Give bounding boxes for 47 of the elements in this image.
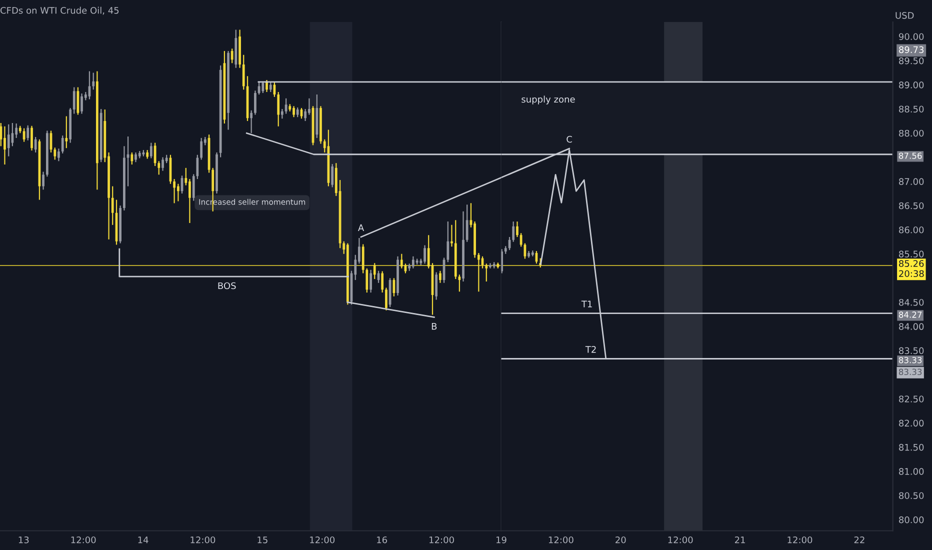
annotation: A xyxy=(358,224,364,231)
y-tick-label: 88.00 xyxy=(899,130,924,137)
y-tick-label: 85.50 xyxy=(899,250,924,258)
y-axis-title: USD xyxy=(896,12,914,19)
ref-line-label: 84.27 xyxy=(898,312,922,318)
x-tick-label: 22 xyxy=(854,536,864,544)
x-tick-label: 13 xyxy=(18,536,29,544)
y-tick-label: 83.50 xyxy=(899,347,924,354)
y-tick-label: 83.33 xyxy=(898,356,922,364)
x-tick-label: 12:00 xyxy=(788,536,812,544)
chart-title: CFDs on WTI Crude Oil, 45 xyxy=(0,6,119,15)
y-tick-label: 82.00 xyxy=(899,420,924,427)
x-tick-label: 12:00 xyxy=(430,536,454,544)
y-tick-label: 89.73 xyxy=(899,46,924,54)
y-tick-label: 82.50 xyxy=(899,396,924,402)
y-tick-label: 80.00 xyxy=(899,516,924,524)
x-tick-label: 12:00 xyxy=(668,536,693,544)
x-tick-label: 12:00 xyxy=(310,536,335,544)
x-tick-label: 21 xyxy=(734,536,745,544)
y-tick-label: 89.00 xyxy=(899,82,924,88)
annotation: T2 xyxy=(585,346,596,353)
annotation: C xyxy=(566,136,572,143)
y-tick-label: 88.50 xyxy=(899,106,924,113)
x-tick-label: 19 xyxy=(496,536,506,544)
band-label: supply zone xyxy=(522,96,575,104)
y-tick-label: 89.50 xyxy=(899,57,924,64)
y-tick-label: 86.50 xyxy=(899,202,924,210)
y-tick-label: 90.00 xyxy=(898,33,924,40)
x-tick-label: 15 xyxy=(258,536,268,544)
x-tick-label: 14 xyxy=(138,536,148,544)
y-tick-label: 84.50 xyxy=(899,298,924,306)
x-tick-label: 20 xyxy=(616,536,626,544)
annotation: B xyxy=(432,323,437,330)
x-tick-label: 12:00 xyxy=(190,536,216,544)
y-tick-label: 81.50 xyxy=(899,444,924,451)
y-tick-label: 87.00 xyxy=(899,178,924,185)
annotation: BOS xyxy=(218,282,236,290)
y-tick-label: 86.00 xyxy=(899,226,924,234)
x-tick-label: 16 xyxy=(377,536,388,544)
y-tick-label: 80.50 xyxy=(899,492,924,500)
x-tick-label: 12:00 xyxy=(548,536,574,544)
annotation: T1 xyxy=(581,300,592,308)
ref-line-label: 85.26 20:38 xyxy=(899,260,924,278)
ref-line-label: 87.56 xyxy=(898,152,922,159)
y-tick-label: 84.00 xyxy=(899,323,924,330)
y-tick-label: 81.00 xyxy=(899,468,924,475)
x-tick-label: 12:00 xyxy=(71,536,96,544)
